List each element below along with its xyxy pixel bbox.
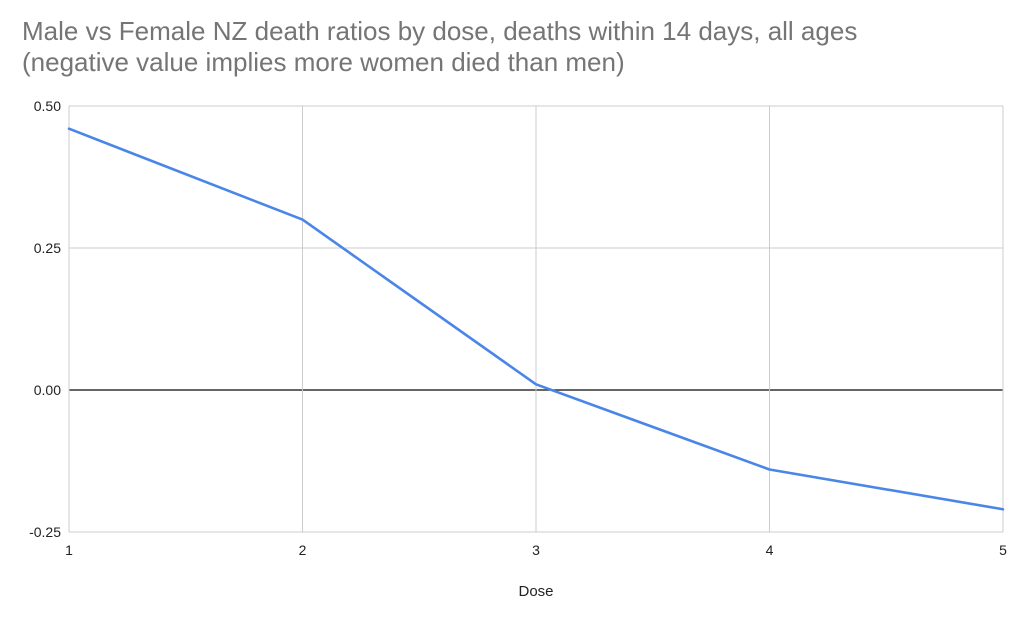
grid-layer bbox=[68, 105, 1004, 533]
chart-title: Male vs Female NZ death ratios by dose, … bbox=[22, 16, 857, 78]
x-tick-label: 2 bbox=[299, 542, 307, 558]
x-tick-label: 5 bbox=[999, 542, 1007, 558]
y-tick-label: 0.50 bbox=[34, 98, 61, 114]
y-tick-label: -0.25 bbox=[29, 524, 61, 540]
chart-title-line-2: (negative value implies more women died … bbox=[22, 47, 625, 77]
chart-title-line-1: Male vs Female NZ death ratios by dose, … bbox=[22, 16, 858, 46]
x-axis-ticks: 1 2 3 4 5 bbox=[65, 542, 1007, 558]
x-tick-label: 3 bbox=[532, 542, 540, 558]
x-tick-label: 4 bbox=[766, 542, 774, 558]
x-axis-title: Dose bbox=[518, 583, 553, 600]
y-axis-ticks: 0.50 0.25 0.00 -0.25 bbox=[29, 98, 61, 540]
series-layer bbox=[67, 127, 1005, 511]
y-tick-label: 0.25 bbox=[34, 240, 61, 256]
x-tick-label: 1 bbox=[65, 542, 73, 558]
y-tick-label: 0.00 bbox=[34, 382, 61, 398]
series-line bbox=[67, 127, 1005, 511]
